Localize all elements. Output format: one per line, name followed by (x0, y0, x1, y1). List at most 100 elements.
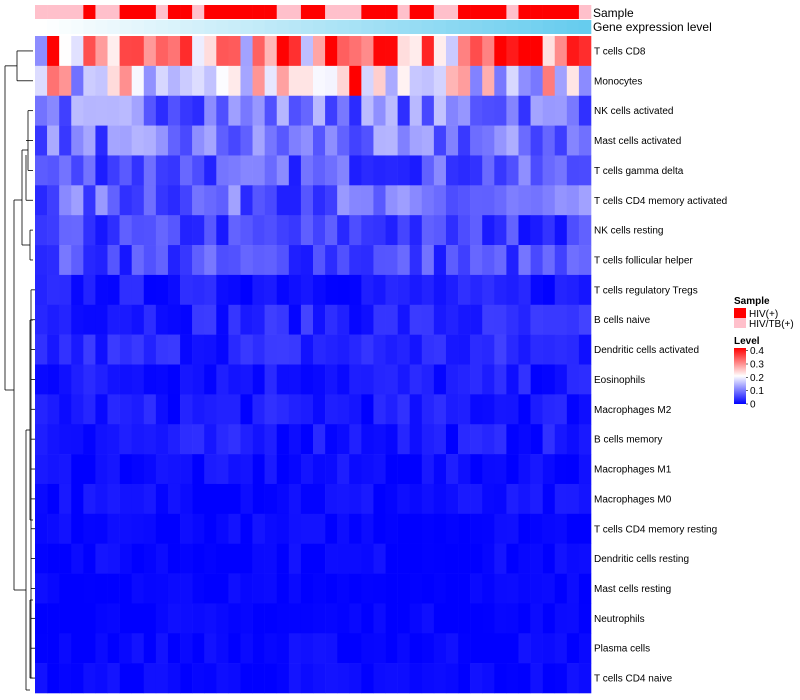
sample-anno-cell (167, 5, 181, 19)
heatmap-cell (252, 364, 265, 395)
heatmap-cell (554, 513, 568, 544)
heatmap-cell (373, 185, 386, 216)
heatmap-cell (506, 125, 519, 156)
heatmap-cell (566, 65, 580, 97)
heatmap-cell (421, 65, 435, 97)
heatmap-cell (518, 603, 531, 634)
heatmap-cell (143, 65, 157, 97)
heatmap-cell (530, 513, 543, 544)
heatmap-cell (155, 36, 169, 67)
heatmap-cell (83, 424, 96, 455)
heatmap-cell (530, 304, 543, 335)
heatmap-cell (228, 155, 241, 186)
heatmap-cell (445, 454, 459, 485)
heatmap-cell (59, 334, 72, 365)
heatmap-cell (421, 215, 435, 246)
heatmap-cell (71, 215, 84, 246)
heatmap-cell (192, 334, 205, 365)
heatmap-cell (554, 155, 568, 186)
heatmap-cell (95, 215, 108, 246)
heatmap-cell (470, 454, 483, 485)
legend-sample-title: Sample (734, 296, 770, 307)
heatmap-cell (252, 573, 265, 604)
legend: Sample HIV(+) HIV/TB(+) Level 0.40.30.20… (734, 296, 794, 411)
heatmap-cell (494, 65, 507, 97)
heatmap-cell (143, 394, 157, 425)
heatmap-cell (300, 663, 314, 694)
heatmap-cell (470, 95, 483, 126)
heatmap-cell (252, 394, 265, 425)
heatmap-cell (155, 663, 169, 694)
heatmap-cell (180, 65, 193, 97)
heatmap-cell (530, 603, 543, 634)
heatmap-cell (325, 424, 338, 455)
heatmap-cell (252, 155, 265, 186)
sample-anno-cell (578, 5, 592, 19)
heatmap-cell (143, 36, 157, 67)
heatmap-cell (578, 454, 592, 485)
heatmap-cell (300, 65, 314, 97)
heatmap-cell (192, 245, 205, 276)
heatmap-cell (228, 215, 241, 246)
sample-anno-cell (530, 5, 543, 19)
heatmap-cell (167, 125, 181, 156)
expression-anno-cell (433, 20, 447, 34)
heatmap-cell (482, 513, 495, 544)
expression-anno-cell (83, 20, 96, 34)
heatmap-cell (349, 483, 362, 515)
heatmap-cell (530, 155, 543, 186)
heatmap-cell (204, 36, 217, 67)
heatmap-cell (300, 573, 314, 604)
heatmap-cell (95, 424, 108, 455)
heatmap-cell (421, 125, 435, 156)
heatmap-cell (155, 155, 169, 186)
heatmap-cell (131, 274, 145, 306)
heatmap-cell (566, 95, 580, 126)
heatmap-cell (482, 155, 495, 186)
heatmap-cell (542, 155, 556, 186)
heatmap-cell (458, 274, 471, 306)
heatmap-cell (578, 364, 592, 395)
heatmap-cell (47, 36, 60, 67)
sample-anno-cell (313, 5, 326, 19)
heatmap-cell (95, 483, 108, 515)
sample-anno-cell (180, 5, 193, 19)
row-label: Dendritic cells resting (594, 554, 689, 565)
legend-level-ticks: 0.4 0.3 0.2 0.1 0 (746, 346, 764, 411)
heatmap-cell (578, 603, 592, 634)
row-labels: T cells CD8 Monocytes NK cells activated Ma… (594, 46, 727, 684)
heatmap-cell (313, 304, 326, 335)
heatmap-cell (566, 274, 580, 306)
heatmap-cell (337, 65, 350, 97)
heatmap-cell (482, 633, 495, 664)
heatmap-cell (276, 603, 290, 634)
heatmap-cell (542, 603, 556, 634)
heatmap-cell (71, 364, 84, 395)
expression-anno-cell (300, 20, 314, 34)
sample-anno-cell (192, 5, 205, 19)
heatmap-cell (143, 454, 157, 485)
heatmap-cell (35, 125, 48, 156)
heatmap-cell (59, 215, 72, 246)
heatmap-cell (167, 633, 181, 664)
heatmap-cell (313, 663, 326, 694)
heatmap-cell (192, 603, 205, 634)
heatmap-cell (445, 394, 459, 425)
heatmap-cell (204, 424, 217, 455)
heatmap-cell (71, 245, 84, 276)
sample-annotation-title: Sample (593, 6, 634, 20)
heatmap-cell (216, 483, 229, 515)
heatmap-cell (59, 36, 72, 67)
heatmap-cell (397, 633, 410, 664)
heatmap-cell (107, 95, 120, 126)
heatmap-cell (506, 245, 519, 276)
heatmap-cell (167, 483, 181, 515)
heatmap-cell (554, 424, 568, 455)
heatmap-cell (71, 274, 84, 306)
heatmap-cell (119, 65, 132, 97)
heatmap-cell (554, 483, 568, 515)
heatmap-cell (107, 245, 120, 276)
heatmap-cell (542, 245, 556, 276)
heatmap-cell (71, 36, 84, 67)
heatmap-cell (216, 364, 229, 395)
